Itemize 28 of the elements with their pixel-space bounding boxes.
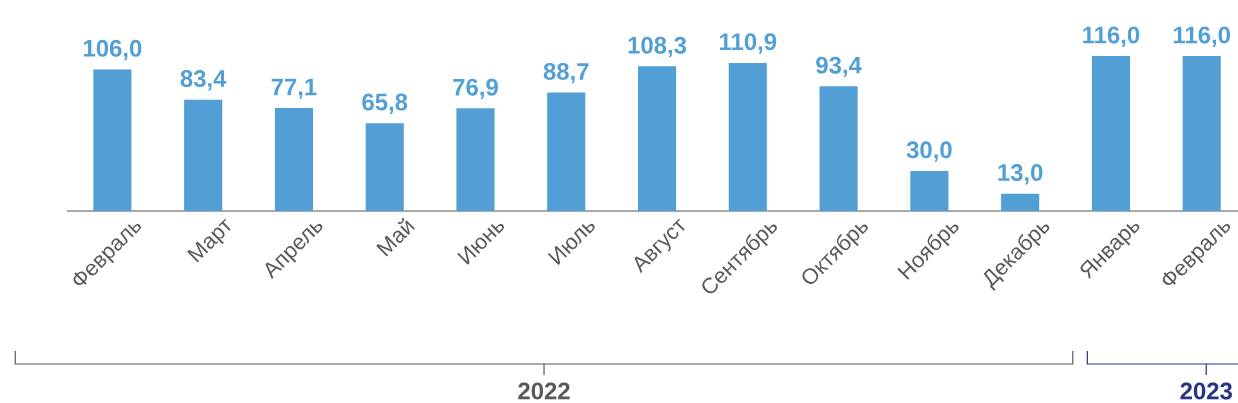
- bar: [910, 170, 949, 211]
- data-label: 88,7: [543, 62, 589, 84]
- bar: [184, 99, 223, 211]
- bar: [365, 123, 404, 211]
- data-label: 106,0: [83, 39, 142, 61]
- data-label: 110,9: [720, 33, 777, 54]
- data-label: 93,4: [816, 56, 862, 78]
- text: 2023: [1180, 382, 1232, 400]
- bar: [547, 92, 586, 211]
- data-label: 116,0: [1173, 26, 1230, 47]
- data-label: 116,0: [1083, 26, 1140, 47]
- bar: [1091, 56, 1130, 211]
- bar: [456, 108, 495, 211]
- bar: [637, 66, 677, 211]
- bar: [1182, 56, 1221, 211]
- data-label: 76,9: [453, 78, 498, 100]
- text: 2022: [518, 382, 570, 400]
- bar: [728, 62, 767, 211]
- data-label: 30,0: [906, 141, 952, 162]
- bar: [819, 86, 858, 211]
- bar: [274, 108, 313, 211]
- bar: [93, 69, 132, 211]
- data-label: 77,1: [271, 78, 317, 99]
- bar: [1001, 193, 1040, 211]
- data-label: 65,8: [362, 93, 408, 114]
- data-label: 13,0: [998, 164, 1043, 185]
- data-label: 108,3: [628, 36, 687, 58]
- data-label: 83,4: [180, 70, 227, 91]
